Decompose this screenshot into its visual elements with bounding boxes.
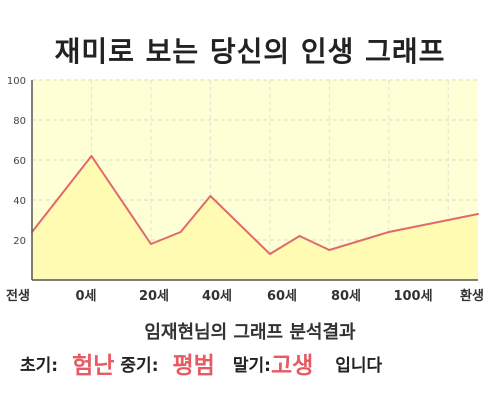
y-tick-label: 40 [13,196,26,207]
data-point [268,253,271,255]
data-point [179,231,182,233]
data-point [209,195,212,197]
x-tick-label: 0세 [75,289,96,304]
data-point [149,243,152,245]
x-tick-label: 40세 [202,289,232,304]
y-tick-labels: 20 40 60 80 100 [7,76,26,247]
axis-layer [31,80,478,281]
life-graph-chart: 20 40 60 80 100 전생 0세 20세 40세 60세 80세 100세 환생 [6,76,484,304]
x-tick-label: 60세 [267,289,297,304]
x-tick-label: 100세 [393,289,432,304]
data-point [477,213,479,215]
late-value: 고생 [270,353,314,379]
x-tick-label: 환생 [460,288,484,304]
analysis-result: 초기: 험난 중기: 평범 말기: 고생 입니다 [20,346,490,380]
area-layer [32,156,478,280]
y-tick-label: 20 [13,236,26,247]
data-point [90,155,93,157]
x-tick-label: 20세 [139,289,169,304]
y-tick-label: 80 [13,116,26,127]
result-suffix: 입니다 [335,355,383,376]
x-tick-labels: 전생 0세 20세 40세 60세 80세 100세 환생 [6,288,484,304]
y-tick-label: 100 [7,76,26,87]
x-tick-label: 전생 [6,288,30,304]
early-label: 초기: [20,355,59,376]
page-title: 재미로 보는 당신의 인생 그래프 [54,35,446,68]
mid-value: 평범 [172,353,215,379]
area-fill [32,156,478,280]
y-tick-label: 60 [13,156,26,167]
late-label: 말기: [232,355,271,376]
mid-label: 중기: [120,355,159,376]
series-line [31,155,479,255]
early-value: 험난 [72,353,115,379]
data-point [387,231,390,233]
data-point [298,235,301,237]
analysis-summary: 임재현님의 그래프 분석결과 [144,322,356,343]
x-tick-label: 80세 [331,289,361,304]
data-point [328,249,331,251]
line-layer [31,155,479,255]
